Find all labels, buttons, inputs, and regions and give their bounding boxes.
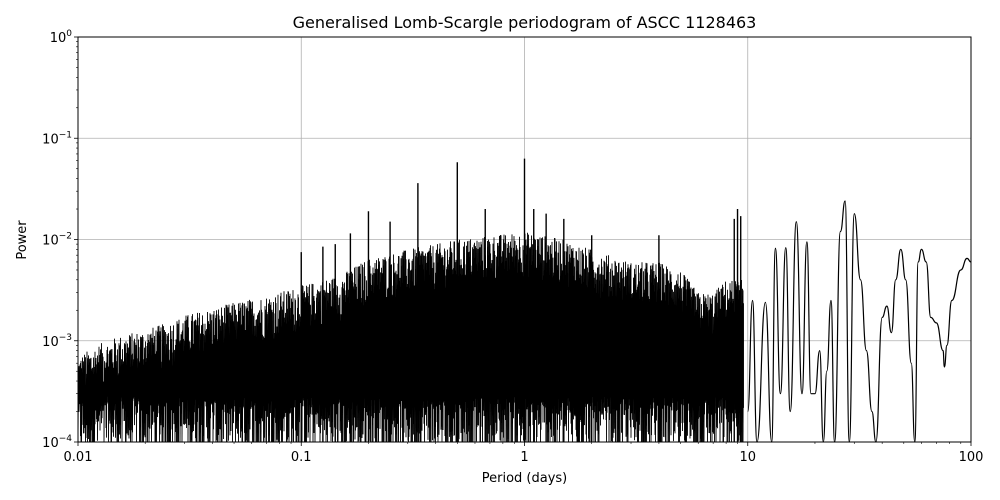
power-series xyxy=(77,158,972,443)
y-tick-label: 10−3 xyxy=(42,333,72,350)
y-axis-ticks: 10−4 10−3 10−2 10−1 100 xyxy=(42,29,78,451)
x-tick-label: 0.01 xyxy=(64,450,93,465)
dense-periodogram-trace xyxy=(77,232,744,443)
x-tick-label: 1 xyxy=(520,450,528,465)
x-tick-label: 100 xyxy=(959,450,984,465)
y-tick-label: 10−2 xyxy=(42,232,72,249)
y-tick-label: 100 xyxy=(50,29,73,46)
y-tick-label: 10−4 xyxy=(42,434,72,451)
y-tick-label: 10−1 xyxy=(42,130,72,147)
x-tick-label: 0.1 xyxy=(291,450,312,465)
x-axis-ticks: 0.01 0.1 1 10 100 xyxy=(64,442,984,465)
y-axis-label: Power xyxy=(15,220,30,260)
x-tick-label: 10 xyxy=(739,450,756,465)
chart-title: Generalised Lomb-Scargle periodogram of … xyxy=(293,13,757,32)
x-axis-label: Period (days) xyxy=(482,471,568,486)
long-period-curve xyxy=(747,200,972,443)
